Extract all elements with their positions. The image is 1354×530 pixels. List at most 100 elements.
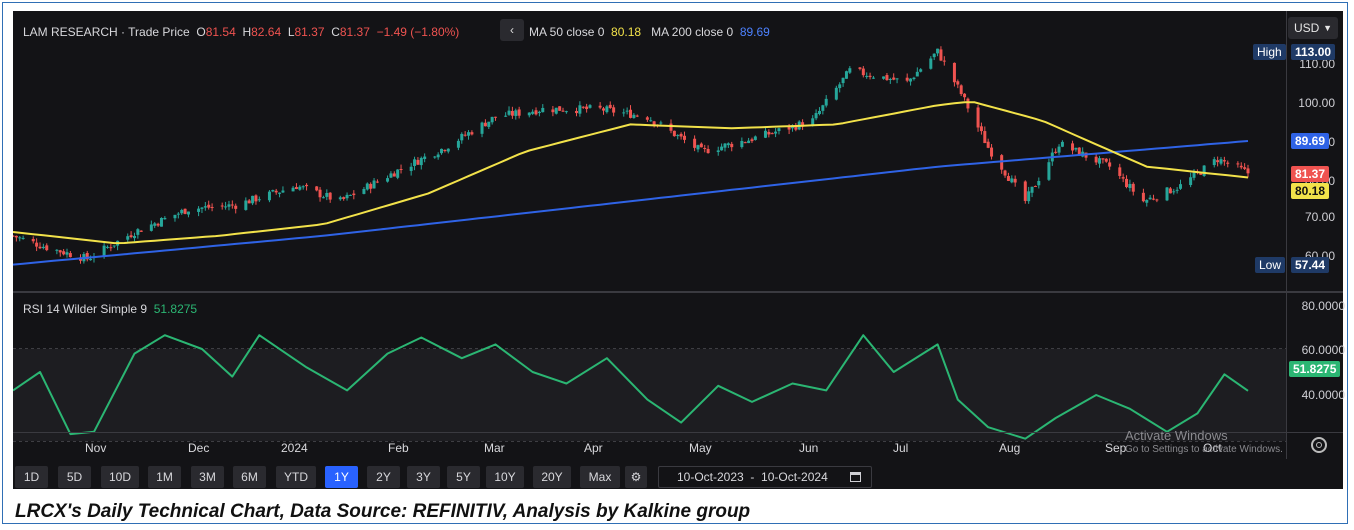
candle-body	[298, 186, 302, 190]
candle-body	[1071, 143, 1075, 151]
candle-body	[163, 217, 167, 220]
range-button-10d[interactable]: 10D	[101, 466, 139, 488]
ma200-label: MA 200 close 0	[651, 25, 734, 39]
candle-body	[102, 245, 106, 256]
candle-body	[159, 217, 163, 227]
low-tag-label: Low	[1259, 258, 1282, 272]
calendar-icon[interactable]	[850, 472, 861, 482]
candle-body	[318, 189, 322, 198]
ma200-value: 89.69	[739, 25, 770, 39]
candle-body	[588, 105, 592, 108]
candle-body	[841, 77, 845, 84]
candle-body	[257, 199, 261, 201]
currency-select[interactable]: USD ▼	[1288, 17, 1338, 39]
candle-body	[369, 183, 373, 189]
candle-body	[1179, 184, 1183, 189]
candle-body	[787, 126, 791, 130]
candle-body	[375, 181, 379, 183]
candle-body	[848, 68, 852, 73]
candle-body	[278, 192, 282, 194]
candle-body	[1148, 197, 1152, 200]
range-button-10y[interactable]: 10Y	[486, 466, 524, 488]
candle-body	[467, 132, 471, 136]
candle-body	[156, 223, 160, 226]
candle-body	[861, 68, 865, 76]
range-button-5y[interactable]: 5Y	[447, 466, 480, 488]
candle-body	[956, 81, 960, 85]
pane-divider[interactable]	[13, 291, 1343, 293]
range-button-2y[interactable]: 2Y	[367, 466, 400, 488]
candle-body	[1192, 172, 1196, 178]
candle-body	[1054, 151, 1058, 153]
candle-body	[1121, 177, 1125, 179]
candle-body	[507, 110, 511, 115]
candle-body	[220, 205, 224, 207]
candle-body	[186, 211, 190, 215]
candle-body	[180, 209, 184, 214]
candle-body	[720, 146, 724, 151]
candle-body	[433, 156, 437, 158]
range-button-3m[interactable]: 3M	[191, 466, 224, 488]
date-to: 10-Oct-2024	[761, 470, 828, 484]
candle-body	[1013, 178, 1017, 183]
candle-body	[598, 105, 602, 108]
candle-body	[224, 206, 228, 208]
chevron-down-icon: ▼	[1323, 23, 1332, 33]
candle-body	[419, 157, 423, 166]
rsi-tick: 80.0000	[1301, 299, 1345, 313]
collapse-legend-button[interactable]: ‹	[500, 19, 524, 41]
ma-legend: MA 50 close 0 80.18 MA 200 close 0 89.69	[529, 25, 770, 39]
candle-body	[551, 109, 555, 113]
gear-icon: ⚙	[630, 470, 642, 484]
candle-body	[1239, 165, 1243, 168]
candle-body	[514, 110, 518, 116]
candle-body	[207, 204, 211, 208]
candle-body	[1077, 147, 1081, 156]
candle-body	[460, 133, 464, 141]
candle-body	[541, 107, 545, 113]
time-tick: Sep	[1105, 441, 1127, 455]
range-button-20y[interactable]: 20Y	[533, 466, 571, 488]
candle-body	[817, 110, 821, 115]
candle-body	[362, 189, 366, 194]
candle-body	[1145, 199, 1149, 203]
price-axis-divider	[1286, 11, 1287, 459]
candle-body	[230, 204, 234, 206]
close-label: C	[331, 25, 340, 39]
price-tick: 110.00	[1299, 57, 1335, 71]
candle-body	[483, 122, 487, 127]
candle-body	[1125, 178, 1129, 188]
candle-body	[65, 252, 69, 255]
candle-body	[1047, 162, 1051, 180]
candle-body	[716, 150, 720, 153]
range-button-max[interactable]: Max	[580, 466, 620, 488]
candle-body	[979, 126, 983, 132]
candle-body	[1010, 178, 1014, 183]
rsi-tag: 51.8275	[1289, 361, 1341, 377]
candle-body	[85, 252, 89, 260]
range-button-1d[interactable]: 1D	[15, 466, 48, 488]
candle-body	[706, 148, 710, 154]
candle-body	[294, 187, 298, 190]
candle-body	[399, 168, 403, 170]
settings-icon[interactable]	[1311, 437, 1327, 453]
candle-body	[1131, 183, 1135, 192]
candle-body	[558, 106, 562, 111]
candle-body	[801, 122, 805, 127]
range-button-1y[interactable]: 1Y	[325, 466, 358, 488]
range-button-ytd[interactable]: YTD	[276, 466, 316, 488]
time-tick: May	[689, 441, 712, 455]
range-button-1m[interactable]: 1M	[148, 466, 181, 488]
candle-body	[210, 207, 214, 209]
range-button-6m[interactable]: 6M	[233, 466, 266, 488]
candle-body	[625, 110, 629, 112]
rsi-band	[13, 349, 1286, 441]
range-settings-button[interactable]: ⚙	[625, 466, 647, 488]
rsi-legend: RSI 14 Wilder Simple 9 51.8275	[23, 302, 197, 316]
range-button-3y[interactable]: 3Y	[407, 466, 440, 488]
candle-body	[251, 195, 255, 204]
range-button-5d[interactable]: 5D	[58, 466, 91, 488]
date-range-input[interactable]: 10-Oct-2023 - 10-Oct-2024	[658, 466, 872, 488]
ma200-tag: 89.69	[1291, 133, 1330, 149]
ma50-label: MA 50 close 0	[529, 25, 605, 39]
